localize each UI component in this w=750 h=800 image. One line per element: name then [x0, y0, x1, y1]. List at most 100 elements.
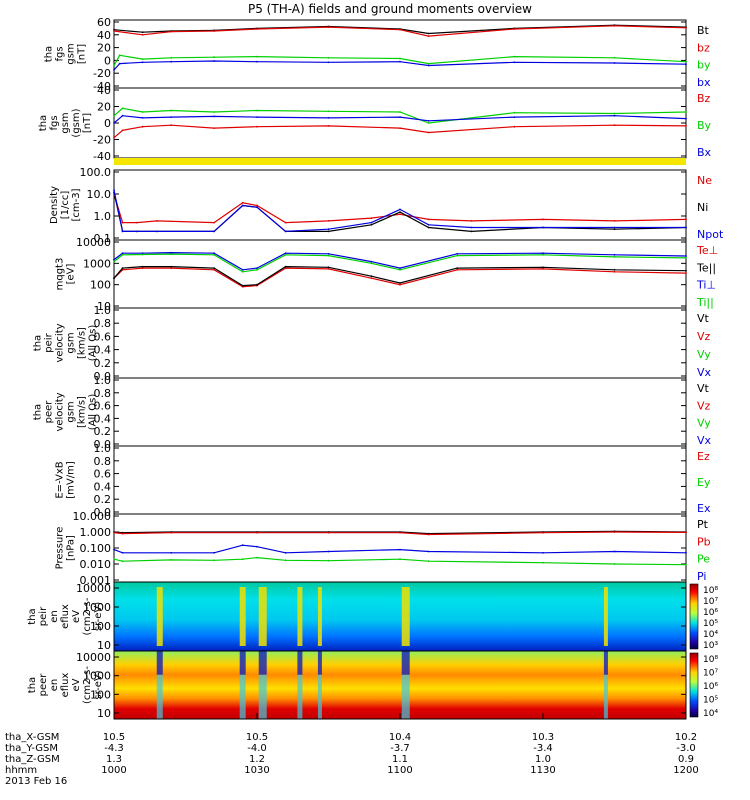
series-point: [542, 551, 544, 554]
series-point: [121, 551, 124, 554]
y-tick-label: 0.2: [94, 493, 112, 506]
series-point: [613, 270, 616, 273]
series-point: [685, 218, 687, 221]
spectrogram-p10: [114, 651, 686, 719]
series-point: [513, 111, 516, 114]
y-tick-label: 0.4: [94, 344, 112, 357]
colorbar-p10: [690, 653, 698, 717]
series-line-red: [113, 531, 687, 536]
series-point: [213, 115, 216, 118]
series-point: [327, 56, 330, 59]
x-row-value: 0.9: [678, 754, 694, 765]
y-tick-label: 0.001: [80, 574, 112, 587]
y-axis-label: tha: [44, 46, 55, 62]
y-tick-label: -20: [93, 67, 111, 80]
series-point: [427, 131, 430, 134]
series-point: [284, 253, 287, 256]
chart-title: P5 (TH-A) fields and ground moments over…: [248, 2, 532, 16]
series-point: [136, 230, 138, 233]
x-row-value: 10.5: [103, 732, 125, 743]
series-point: [170, 251, 173, 254]
y-tick-label: 1.0: [94, 374, 112, 387]
series-point: [113, 122, 115, 124]
electron-burst-0: [156, 674, 163, 719]
series-point: [685, 269, 687, 272]
panel-p6: 1.00.80.60.40.20.0 tha peer velocity gsm [km/…: [33, 374, 712, 451]
y-tick-label: 10000: [76, 582, 111, 595]
series-point: [399, 268, 401, 271]
y-axis-label: Pressure: [55, 527, 66, 570]
y-axis-label: gsm: [66, 43, 77, 64]
legend-Vx: Vx: [697, 434, 712, 447]
x-row-value: 1.1: [392, 754, 408, 765]
series-point: [542, 561, 544, 564]
y-axis-label: peir: [44, 332, 55, 352]
x-row-value: -3.7: [390, 743, 410, 754]
y-axis-label: [cm-3]: [71, 188, 82, 221]
series-point: [327, 228, 330, 231]
series-point: [256, 545, 258, 548]
legend-Te⊥: Te⊥: [696, 244, 718, 257]
series-point: [542, 266, 544, 269]
y-axis-label: (gsm): [71, 108, 82, 137]
electron-dropout-5: [401, 651, 410, 675]
y-tick-label: 0.6: [94, 400, 112, 413]
series-point: [399, 116, 401, 118]
series-point: [685, 563, 687, 566]
legend-Pb: Pb: [697, 535, 711, 548]
legend-Ez: Ez: [697, 450, 710, 463]
panel-p8: 10.000 1.000 0.100 0.010 0.001 Pressure [nPa] P…: [55, 510, 711, 587]
y-tick-label: 0.0: [94, 438, 112, 451]
y-axis-label: [mV/m]: [66, 461, 77, 499]
y-axis-label: tha: [38, 115, 49, 131]
series-point: [456, 268, 459, 271]
electron-dropout-4: [317, 651, 322, 675]
y-axis-label: [eV]: [66, 264, 77, 285]
series-line-green: [113, 107, 687, 124]
legend-Vt: Vt: [697, 312, 710, 325]
series-point: [213, 56, 216, 59]
series-point: [170, 559, 173, 561]
series-point: [141, 33, 144, 36]
y-axis-label: velocity: [55, 323, 66, 362]
series-point: [427, 64, 430, 67]
legend-Npot: Npot: [697, 228, 724, 241]
series-point: [241, 558, 244, 561]
series-point: [121, 560, 124, 563]
series-point: [399, 213, 401, 216]
series-point: [613, 563, 616, 565]
y-axis-label: [km/s]: [77, 327, 88, 359]
date-label: 2013 Feb 16: [5, 776, 67, 787]
series-point: [685, 63, 687, 66]
y-axis-label: E=-VxB: [55, 461, 66, 498]
x-row-label: hhmm: [5, 765, 37, 776]
series-point: [256, 268, 258, 271]
x-row-value: 1130: [530, 765, 555, 776]
series-point: [113, 531, 115, 534]
y-axis-label: gsm: [66, 332, 77, 353]
colorbar-label: 10⁶: [703, 608, 718, 618]
y-tick-label: 10: [97, 639, 111, 652]
series-point: [284, 230, 287, 233]
series-point: [613, 114, 616, 117]
series-point: [399, 548, 401, 551]
y-tick-label: 10000: [76, 651, 111, 664]
series-point: [456, 267, 459, 269]
y-tick-label: 10: [97, 707, 111, 720]
colorbar-label: 10⁵: [703, 619, 718, 629]
panel-p4: 10000 1000 100 10 mqgt3 [eV] Te⊥ Te|| Ti⊥ Ti||: [55, 236, 719, 313]
series-point: [513, 55, 516, 58]
series-point: [121, 221, 124, 224]
series-point: [170, 109, 173, 112]
panel-frame-p7: [113, 445, 687, 515]
electron-dropout-6: [603, 651, 608, 675]
y-axis-label: eV: [71, 678, 82, 691]
colorbar-label: 10⁴: [703, 709, 718, 719]
series-point: [121, 129, 124, 132]
series-point: [685, 125, 687, 127]
series-point: [685, 60, 687, 63]
series-point: [427, 560, 430, 563]
y-axis-label: en: [49, 610, 60, 623]
